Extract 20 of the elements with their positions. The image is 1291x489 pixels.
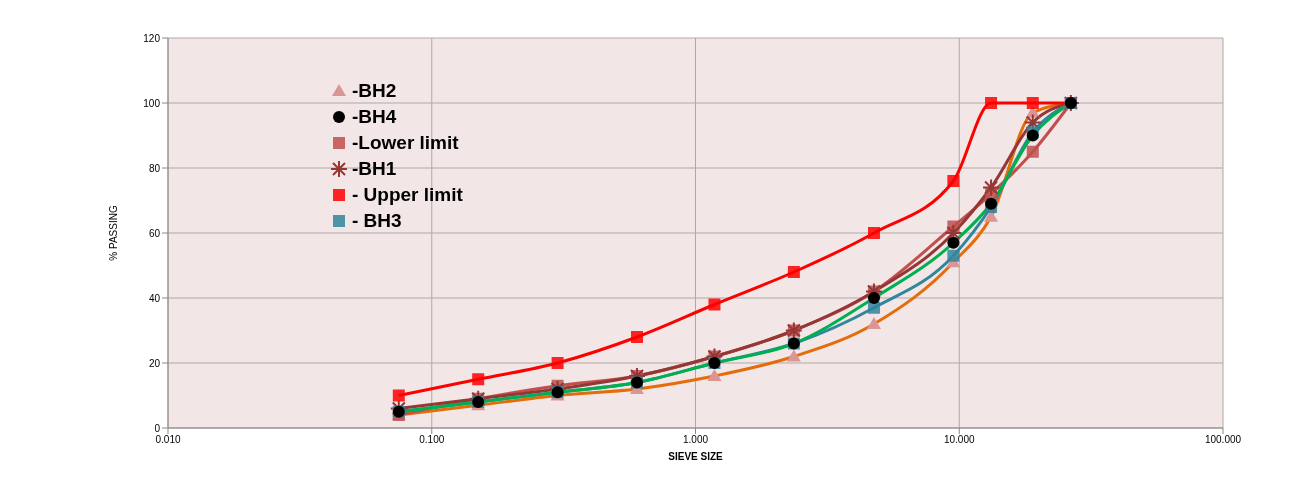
legend-label: - BH3 (352, 209, 402, 233)
legend-label: -BH1 (352, 157, 397, 181)
y-tick-label: 20 (148, 357, 161, 369)
legend-label: -BH4 (352, 105, 397, 129)
x-tick-label: 0.010 (155, 434, 181, 446)
y-tick-label: 0 (154, 422, 161, 434)
y-tick-label: 120 (143, 32, 161, 44)
legend-label: - Upper limit (352, 183, 463, 207)
x-axis-title: SIEVE SIZE (668, 451, 724, 462)
x-tick-label: 10.000 (943, 434, 975, 446)
y-axis-title: % PASSING (107, 205, 119, 261)
x-tick-label: 0.100 (419, 434, 445, 446)
x-tick-label: 100.000 (1204, 434, 1242, 446)
y-tick-label: 60 (148, 227, 161, 239)
y-tick-label: 100 (143, 97, 161, 109)
y-tick-label: 80 (148, 162, 161, 174)
legend-label: -Lower limit (352, 131, 459, 155)
x-tick-label: 1.000 (682, 434, 709, 446)
legend-label: -BH2 (352, 79, 397, 103)
y-tick-label: 40 (148, 292, 161, 304)
